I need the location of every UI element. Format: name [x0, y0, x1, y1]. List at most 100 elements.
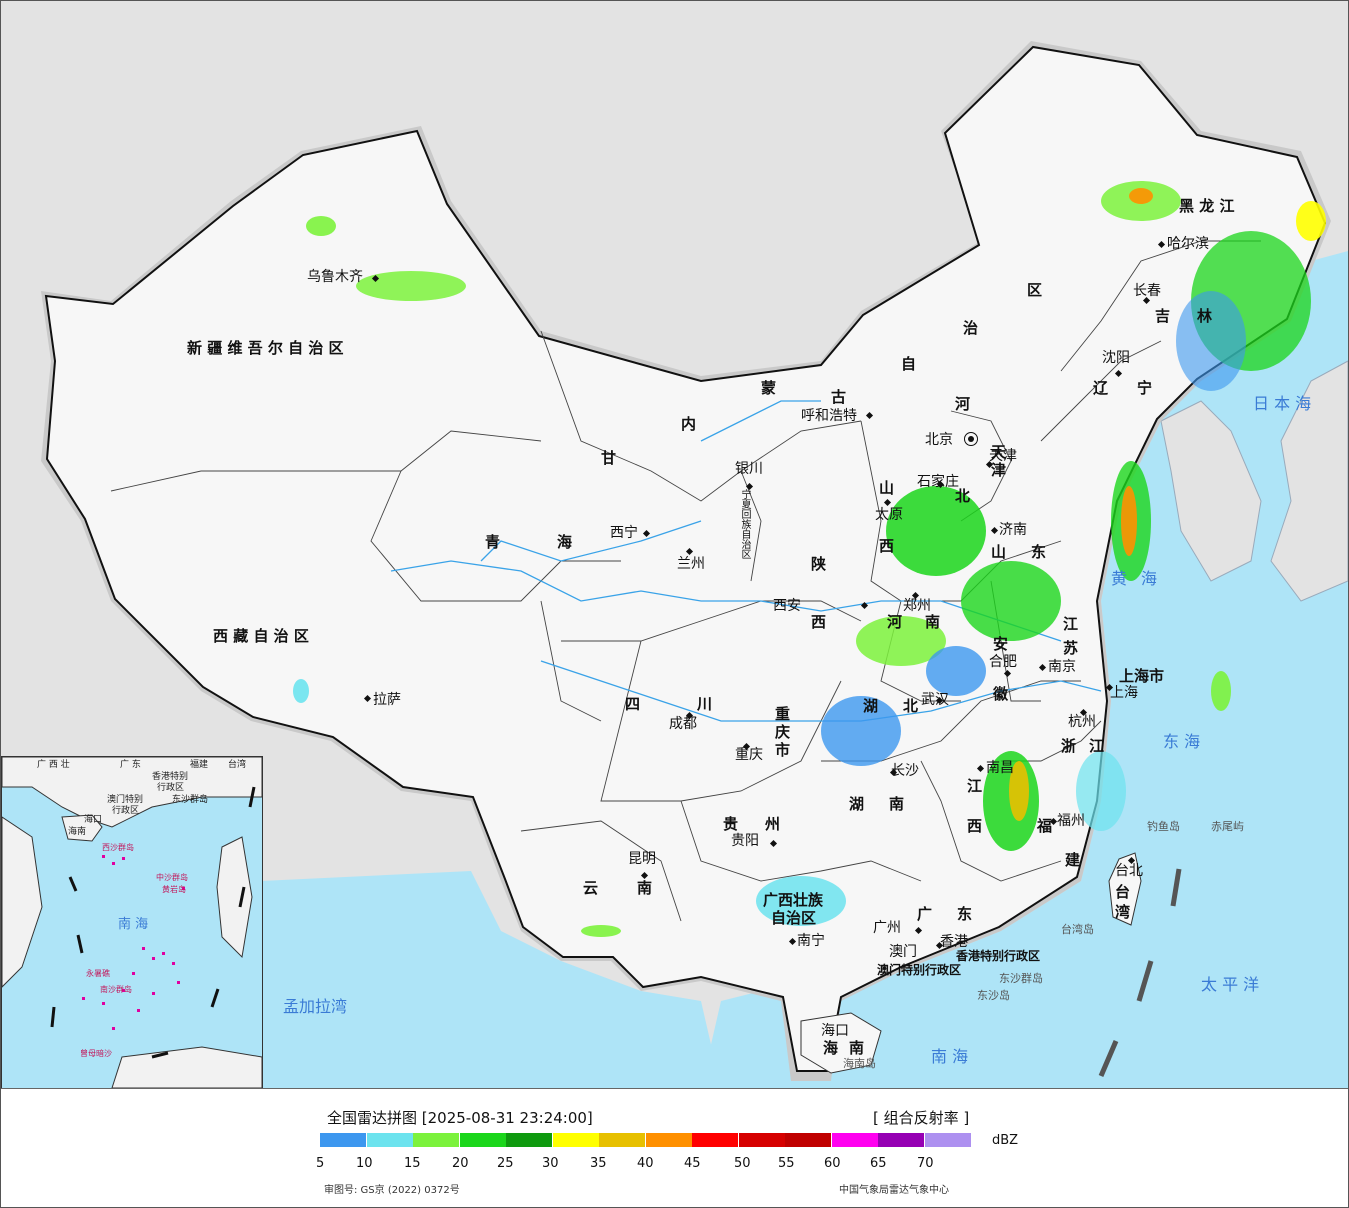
province-label: 新 疆 维 吾 尔 自 治 区	[187, 339, 344, 357]
color-swatch	[878, 1133, 924, 1147]
korea-land	[1160, 400, 1262, 582]
tick-label: 35	[590, 1156, 607, 1171]
city-label: 天津	[989, 448, 1017, 464]
inset-label: 曾母暗沙	[80, 1049, 112, 1058]
city-label: 广州	[873, 920, 901, 936]
inset-borneo	[111, 1046, 262, 1088]
province-label: 苏	[1063, 639, 1079, 657]
city-label: 贵阳	[731, 833, 759, 849]
province-label: 河	[887, 613, 903, 631]
city-label: 石家庄	[917, 474, 959, 490]
radar-map[interactable]: 乌鲁木齐 拉萨 西宁 兰州 银川 呼和浩特 太原 石家庄 北京 天津 济南 郑州…	[1, 1, 1348, 1089]
city-label: 武汉	[921, 692, 949, 708]
sea-label: 太 平 洋	[1201, 975, 1260, 994]
color-swatch	[413, 1133, 459, 1147]
province-label: 林	[1197, 307, 1213, 325]
city-label: 重庆	[735, 747, 763, 763]
city-label: 长沙	[891, 763, 919, 779]
city-label: 沈阳	[1102, 350, 1130, 366]
japan-land	[1270, 360, 1348, 602]
province-label: 广	[917, 905, 933, 923]
radar-echoes	[293, 181, 1326, 937]
tick-label: 50	[734, 1156, 751, 1171]
city-label: 海口	[821, 1023, 849, 1039]
province-label: 西	[879, 537, 895, 555]
tick-label: 30	[542, 1156, 559, 1171]
province-label: 宁夏回族自治区	[739, 489, 750, 559]
south-china-sea-inset: 广 西 壮 广 东 福建 台湾 香港特别 行政区 澳门特别 行政区 东沙群岛 海…	[1, 756, 263, 1088]
inset-label: 广 东	[120, 760, 141, 770]
inset-label: 中沙群岛	[156, 873, 188, 882]
inset-label: 福建	[190, 760, 209, 770]
island-label: 东沙岛	[977, 989, 1010, 1002]
color-swatch	[460, 1133, 506, 1147]
province-label: 山	[991, 543, 1007, 561]
inset-dash-line	[50, 786, 256, 1059]
island-label: 台湾岛	[1061, 923, 1094, 936]
color-swatch	[506, 1133, 552, 1147]
province-label: 安	[993, 635, 1009, 653]
city-label: 济南	[999, 522, 1027, 538]
inset-hainan	[61, 814, 103, 842]
city-label: 南宁	[797, 933, 825, 949]
province-label: 陕	[811, 555, 827, 573]
color-swatch	[692, 1133, 738, 1147]
province-label: 古	[831, 388, 847, 406]
province-label: 重	[775, 705, 791, 723]
province-label: 台	[1115, 883, 1131, 901]
city-label: 西安	[773, 598, 801, 614]
sea-label: 南 海	[931, 1047, 969, 1066]
city-label: 上海	[1110, 685, 1138, 701]
province-label: 北	[955, 487, 971, 505]
province-label: 湖	[863, 697, 879, 715]
province-label: 江	[1089, 737, 1105, 755]
inset-label: 行政区	[112, 806, 140, 816]
unit-label: dBZ	[992, 1133, 1019, 1148]
province-label: 四	[625, 695, 641, 713]
province-label: 海	[557, 533, 573, 551]
province-label: 西 藏 自 治 区	[213, 627, 309, 645]
city-label: 成都	[669, 716, 697, 732]
province-label: 湖	[849, 795, 865, 813]
sea-label: 日 本 海	[1253, 394, 1312, 413]
province-label: 上海市	[1119, 667, 1165, 685]
inset-label: 香港特别	[152, 772, 189, 782]
city-label: 澳门	[889, 944, 917, 960]
map-approval-number: 审图号: GS京 (2022) 0372号	[324, 1185, 460, 1196]
province-label: 澳门特别行政区	[877, 963, 962, 977]
province-label: 黑 龙 江	[1179, 197, 1235, 215]
tick-label: 5	[316, 1156, 325, 1171]
province-label: 州	[765, 815, 781, 833]
sea-label: 东 海	[1163, 732, 1201, 751]
province-label: 内	[681, 415, 697, 433]
city-label: 兰州	[677, 556, 705, 572]
province-label: 青	[485, 533, 501, 551]
city-label: 太原	[875, 507, 903, 523]
legend: 全国雷达拼图 [2025-08-31 23:24:00] [ 组合反射率 ] d…	[1, 1089, 1348, 1207]
province-label: 西	[967, 817, 983, 835]
inset-philippines	[216, 836, 253, 959]
province-label: 海	[823, 1039, 839, 1057]
color-swatch	[739, 1133, 785, 1147]
inset-label: 永暑礁	[86, 969, 110, 978]
province-label: 自治区	[771, 909, 817, 927]
inset-label: 南沙群岛	[100, 985, 132, 994]
sea-label: 黄	[1111, 569, 1128, 588]
island-label: 海南岛	[843, 1057, 876, 1070]
city-label: 昆明	[628, 851, 656, 867]
inset-label: 海口	[84, 815, 103, 825]
province-label: 甘	[601, 449, 617, 467]
city-label: 乌鲁木齐	[307, 269, 363, 285]
tick-label: 40	[637, 1156, 654, 1171]
province-label: 市	[775, 741, 791, 759]
tick-label: 20	[452, 1156, 469, 1171]
color-swatch	[320, 1133, 366, 1147]
tick-label: 15	[404, 1156, 421, 1171]
province-label: 川	[697, 695, 713, 713]
province-label: 徽	[993, 685, 1009, 703]
inset-label: 台湾	[228, 760, 247, 770]
inset-canvas	[2, 757, 262, 1088]
bay-of-bengal	[261, 871, 721, 1088]
city-label: 台北	[1115, 863, 1143, 879]
